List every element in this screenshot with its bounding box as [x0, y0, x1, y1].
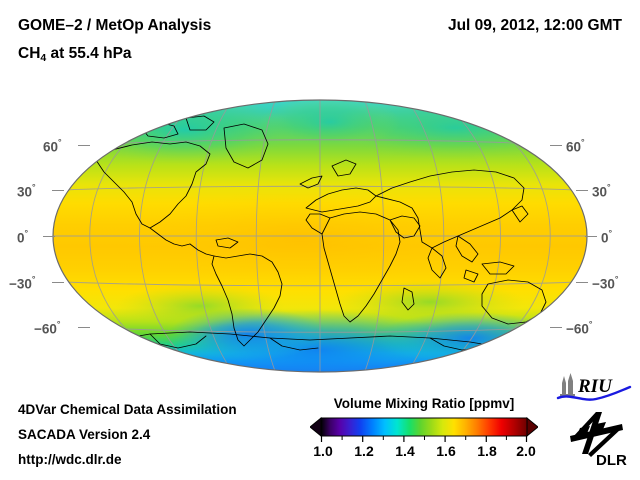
lat-label-0-right: 0°: [601, 228, 613, 246]
timestamp-label: Jul 09, 2012, 12:00 GMT: [447, 17, 622, 34]
colorbar-tick-label: 1.2: [354, 443, 374, 459]
species-formula: CH: [18, 45, 41, 62]
map-panel: 60° 30° 0° −30° −60° 60° 30° 0° −30° −60…: [0, 88, 640, 384]
species-subscript: 4: [40, 52, 47, 64]
lat-label-30s-right: −30°: [592, 274, 619, 292]
colorbar-gradient: [310, 416, 538, 442]
degree-symbol: °: [581, 137, 585, 147]
degree-symbol: °: [58, 137, 62, 147]
footer-line-method: 4DVar Chemical Data Assimilation: [18, 402, 237, 417]
colorbar-ticks: [320, 436, 528, 442]
lat-tick-30s: [52, 282, 64, 283]
lat-tick-60s: [78, 327, 90, 328]
colorbar-tick-label: 2.0: [516, 443, 536, 459]
degree-symbol: °: [614, 274, 619, 284]
colorbar-extend-min: [310, 416, 322, 438]
graticule: [53, 100, 587, 372]
colorbar-title: Volume Mixing Ratio [ppmv]: [333, 396, 515, 411]
colorbar-extend-max: [526, 416, 538, 438]
riu-tower-icon: [560, 373, 575, 396]
lat-label-0-left: 0°: [17, 228, 29, 246]
lat-label-30s-left: −30°: [9, 274, 36, 292]
degree-symbol: °: [607, 182, 611, 192]
lat-tick-30n: [52, 190, 64, 191]
degree-symbol: °: [588, 319, 593, 329]
colorbar-tick-label: 1.0: [313, 443, 333, 459]
lat-tick-60n: [78, 145, 90, 146]
pressure-level: at 55.4 hPa: [46, 45, 132, 62]
lat-label-60n-right: 60°: [566, 137, 585, 155]
degree-symbol: °: [31, 274, 36, 284]
colorbar-tick-labels: 1.0 1.2 1.4 1.6 1.8 2.0: [310, 443, 538, 463]
colorbar: Volume Mixing Ratio [ppmv]: [310, 396, 538, 476]
dlr-wordmark: DLR: [596, 452, 627, 468]
lat-label-30n-right: 30°: [592, 182, 611, 200]
page-title: GOME–2 / MetOp Analysis: [18, 17, 212, 34]
lat-label-60n-left: 60°: [43, 137, 62, 155]
lat-tick-30n-right: [576, 190, 588, 191]
footer-line-url[interactable]: http://wdc.dlr.de: [18, 452, 122, 467]
coastlines: [95, 115, 569, 357]
colorbar-tick-label: 1.6: [436, 443, 456, 459]
lat-label-60s-left: −60°: [34, 319, 61, 337]
lat-label-30n-left: 30°: [17, 182, 36, 200]
colorbar-minor-ticks: [341, 436, 507, 440]
colorbar-tick-label: 1.4: [395, 443, 415, 459]
lat-tick-0: [43, 236, 55, 237]
degree-symbol: °: [24, 228, 29, 238]
footer-line-version: SACADA Version 2.4: [18, 427, 151, 442]
lat-tick-30s-right: [576, 282, 588, 283]
lat-tick-60s-right: [550, 327, 562, 328]
riu-swoosh-icon: [556, 385, 632, 401]
dlr-logo: DLR: [570, 412, 627, 468]
degree-symbol: °: [608, 228, 613, 238]
dlr-mark-icon: [570, 412, 623, 457]
riu-logo: RIU: [556, 373, 632, 401]
degree-symbol: °: [56, 319, 61, 329]
world-map-mollweide: [52, 99, 588, 373]
riu-wordmark: RIU: [577, 376, 613, 397]
lat-tick-0-right: [585, 236, 597, 237]
species-level-label: CH4 at 55.4 hPa: [18, 45, 132, 64]
degree-symbol: °: [32, 182, 36, 192]
colorbar-tick-label: 1.8: [477, 443, 497, 459]
lat-label-60s-right: −60°: [566, 319, 593, 337]
lat-tick-60n-right: [550, 145, 562, 146]
